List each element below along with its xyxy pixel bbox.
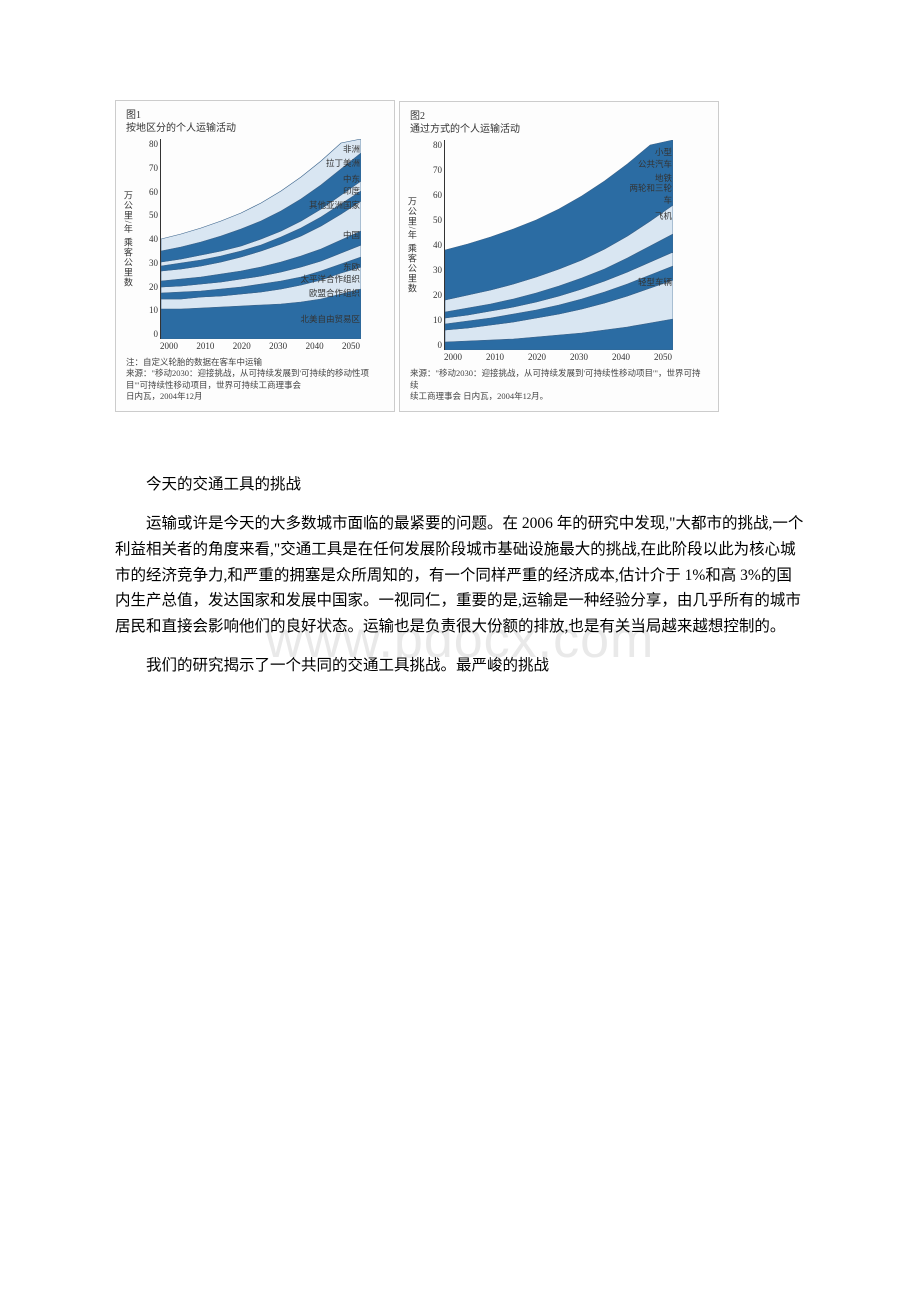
series-label: 地铁 xyxy=(655,174,672,183)
chart-2-footer-line2: 续工商理事会 日内瓦，2004年12月。 xyxy=(410,391,708,402)
y-tick: 40 xyxy=(424,240,442,250)
x-tick: 2010 xyxy=(486,352,504,362)
chart-2-footer: 来源："移动2030：迎接挑战，从可持续发展到'可持续性移动项目'"，世界可持续… xyxy=(410,368,708,402)
series-label: 印度 xyxy=(343,187,360,196)
series-label: 中东 xyxy=(343,175,360,184)
y-tick: 0 xyxy=(140,329,158,339)
y-tick: 50 xyxy=(424,215,442,225)
series-label: 欧盟合作组织 xyxy=(309,289,360,298)
series-label: 小型 xyxy=(655,148,672,157)
chart-1-title: 图1 按地区分的个人运输活动 xyxy=(126,109,384,135)
series-label: 中国 xyxy=(343,231,360,240)
x-tick: 2040 xyxy=(612,352,630,362)
y-tick: 80 xyxy=(140,139,158,149)
x-tick: 2020 xyxy=(233,341,251,351)
series-label: 拉丁美洲 xyxy=(326,159,360,168)
x-tick: 2010 xyxy=(196,341,214,351)
chart-1-plot-area: 非洲拉丁美洲中东印度其他亚洲国家中国东欧太平洋合作组织欧盟合作组织北美自由贸易区 xyxy=(160,139,360,339)
chart-1-footer-line3: 日内瓦，2004年12月 xyxy=(126,391,384,402)
y-tick: 0 xyxy=(424,340,442,350)
chart-2-y-ticks: 80 70 60 50 40 30 20 10 0 xyxy=(424,140,442,350)
chart-1-footer: 注：自定义轮胎的数据在客车中运输 来源："移动2030：迎接挑战，从可持续发展到… xyxy=(126,357,384,403)
x-tick: 2030 xyxy=(570,352,588,362)
y-tick: 20 xyxy=(140,282,158,292)
y-tick: 20 xyxy=(424,290,442,300)
x-tick: 2040 xyxy=(306,341,324,351)
chart-1-container: 图1 按地区分的个人运输活动 万公里/年 乘客公里数 80 70 60 50 40 30 2… xyxy=(115,100,395,412)
y-tick: 70 xyxy=(424,165,442,175)
chart-2-title-line2: 通过方式的个人运输活动 xyxy=(410,124,520,135)
x-tick: 2000 xyxy=(160,341,178,351)
y-tick: 60 xyxy=(140,187,158,197)
chart-2-y-axis-label: 万公里/年 乘客公里数 xyxy=(406,197,416,294)
x-tick: 2050 xyxy=(342,341,360,351)
chart-1-y-ticks: 80 70 60 50 40 30 20 10 0 xyxy=(140,139,158,339)
x-tick: 2000 xyxy=(444,352,462,362)
chart-1-y-axis-label: 万公里/年 乘客公里数 xyxy=(122,191,132,288)
chart-1-x-ticks: 2000 2010 2020 2030 2040 2050 xyxy=(160,339,360,351)
chart-1-title-line1: 图1 xyxy=(126,110,141,121)
y-tick: 70 xyxy=(140,163,158,173)
chart-1-footer-line1: 注：自定义轮胎的数据在客车中运输 xyxy=(126,357,384,368)
chart-2-footer-line1: 来源："移动2030：迎接挑战，从可持续发展到'可持续性移动项目'"，世界可持续 xyxy=(410,368,708,391)
chart-2-container: 图2 通过方式的个人运输活动 万公里/年 乘客公里数 80 70 60 50 40 30 2… xyxy=(399,101,719,411)
chart-1-svg xyxy=(161,139,361,339)
series-label: 公共汽车 xyxy=(638,160,672,169)
x-tick: 2050 xyxy=(654,352,672,362)
paragraph-2: 运输或许是今天的大多数城市面临的最紧要的问题。在 2006 年的研究中发现,"大… xyxy=(115,511,805,639)
series-label: 东欧 xyxy=(343,263,360,272)
y-tick: 60 xyxy=(424,190,442,200)
series-label: 太平洋合作组织 xyxy=(300,275,360,284)
series-label: 飞机 xyxy=(655,212,672,221)
y-tick: 30 xyxy=(140,258,158,268)
chart-2-svg xyxy=(445,140,673,350)
y-tick: 40 xyxy=(140,234,158,244)
chart-2-title-line1: 图2 xyxy=(410,111,425,122)
paragraph-3: 我们的研究揭示了一个共同的交通工具挑战。最严峻的挑战 xyxy=(115,653,805,679)
series-label: 轻型车辆 xyxy=(638,278,672,287)
paragraph-1: 今天的交通工具的挑战 xyxy=(115,472,805,498)
chart-2-plot-area: 小型公共汽车地铁两轮和三轮车飞机轻型车辆 xyxy=(444,140,672,350)
series-label: 其他亚洲国家 xyxy=(309,201,360,210)
y-tick: 10 xyxy=(424,315,442,325)
chart-1-footer-line2: 来源："移动2030：迎接挑战，从可持续发展到'可持续的移动性项目'"可持续性移… xyxy=(126,368,384,391)
chart-1-title-line2: 按地区分的个人运输活动 xyxy=(126,123,236,134)
body-text: 今天的交通工具的挑战 运输或许是今天的大多数城市面临的最紧要的问题。在 2006… xyxy=(115,472,805,679)
x-tick: 2020 xyxy=(528,352,546,362)
x-tick: 2030 xyxy=(269,341,287,351)
series-label: 非洲 xyxy=(343,145,360,154)
series-label: 车 xyxy=(663,196,672,205)
series-label: 两轮和三轮 xyxy=(629,184,672,193)
y-tick: 30 xyxy=(424,265,442,275)
y-tick: 10 xyxy=(140,305,158,315)
chart-2-x-ticks: 2000 2010 2020 2030 2040 2050 xyxy=(444,350,672,362)
series-label: 北美自由贸易区 xyxy=(300,315,360,324)
y-tick: 80 xyxy=(424,140,442,150)
y-tick: 50 xyxy=(140,210,158,220)
chart-2-title: 图2 通过方式的个人运输活动 xyxy=(410,110,708,136)
